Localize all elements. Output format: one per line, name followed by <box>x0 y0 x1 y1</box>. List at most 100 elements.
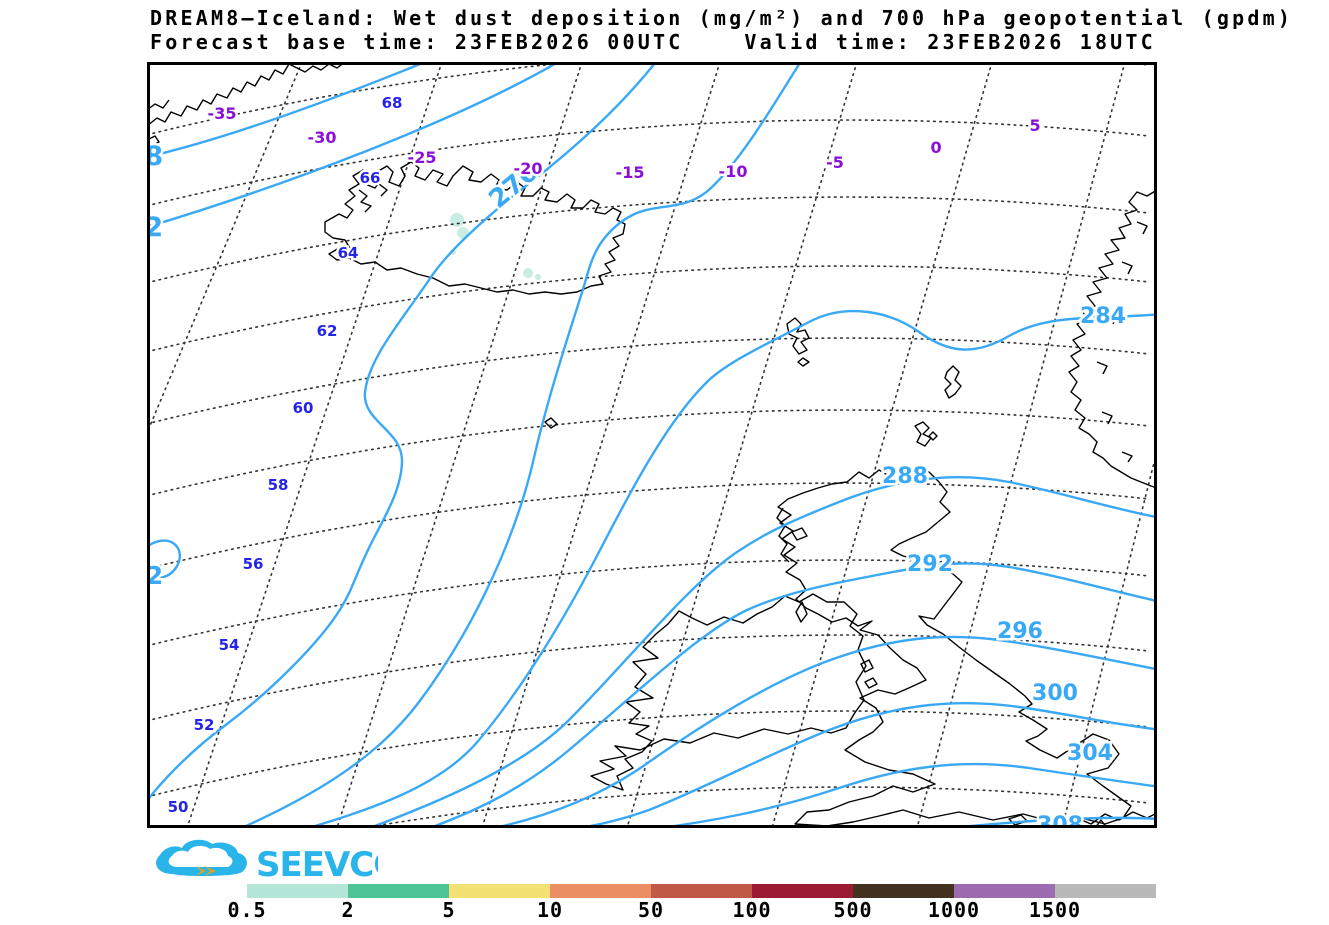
coastline <box>914 421 932 447</box>
dust-patch <box>523 268 533 278</box>
contour-label: 268 <box>147 141 163 172</box>
contour-line <box>304 309 1157 828</box>
coastline <box>378 183 388 197</box>
map-border <box>147 62 1157 828</box>
logo-text: SEEVCCC <box>256 845 378 885</box>
title-block: DREAM8–Iceland: Wet dust deposition (mg/… <box>150 6 1293 54</box>
contour-line <box>426 562 1157 828</box>
contour-label: 272 <box>147 561 163 590</box>
contour-label: 304 <box>1067 741 1113 766</box>
longitude-label: -35 <box>208 104 237 123</box>
dust-patch <box>535 274 541 280</box>
coastline <box>777 465 1132 827</box>
contour-label: 308 <box>1037 813 1083 828</box>
cloud-icon <box>156 839 247 877</box>
longitude-label: -25 <box>408 148 437 167</box>
coastline <box>1068 189 1157 489</box>
coastline <box>358 189 372 213</box>
latitude-label: 58 <box>268 476 289 494</box>
coastline <box>776 507 790 563</box>
contour-line <box>571 701 1157 828</box>
color-scale-value: 500 <box>833 898 873 922</box>
coastline <box>928 431 938 441</box>
color-scale-segment <box>651 884 752 898</box>
contour-label: 296 <box>997 619 1043 644</box>
parallel-line <box>147 119 1148 207</box>
coastline <box>795 601 808 623</box>
meridian-line <box>336 62 583 828</box>
contour-label: 288 <box>882 464 928 489</box>
coastlines <box>147 62 1157 828</box>
color-scale-segment <box>247 884 348 898</box>
seevccc-logo: SEEVCCC <box>156 839 378 885</box>
contour-line <box>147 539 181 580</box>
contour-line <box>488 635 1157 828</box>
dust-patch <box>450 213 464 227</box>
color-scale-segment <box>348 884 449 898</box>
coastline <box>864 677 878 689</box>
contour-label: 284 <box>1080 304 1126 329</box>
color-scale-value: 100 <box>732 898 772 922</box>
map-svg: 2682722762722842882922963003043086866646… <box>147 62 1157 828</box>
latitude-label: 50 <box>168 798 189 816</box>
color-scale-segment <box>449 884 550 898</box>
color-scale-value: 0.5 <box>227 898 267 922</box>
latitude-label: 64 <box>338 244 359 262</box>
latitude-label: 68 <box>382 94 403 112</box>
meridian-line <box>771 62 993 828</box>
color-scale-segment <box>1055 884 1156 898</box>
longitude-label: -20 <box>514 159 543 178</box>
latitude-label: 52 <box>194 716 215 734</box>
parallel-line <box>147 265 1148 353</box>
parallel-line <box>147 634 1148 722</box>
latitude-label: 60 <box>293 399 314 417</box>
coastline <box>786 317 810 355</box>
contour-line <box>147 62 429 159</box>
coastline <box>1096 361 1108 375</box>
map-layers: 2682722762722842882922963003043086866646… <box>147 62 1157 828</box>
contour-label: 300 <box>1032 681 1078 706</box>
contour-label: 272 <box>147 212 163 243</box>
longitude-label: -15 <box>616 163 645 182</box>
color-scale-segment <box>853 884 954 898</box>
coastline <box>590 593 867 791</box>
coastline <box>797 357 810 367</box>
latitude-label: 56 <box>243 555 264 573</box>
coastline <box>1121 451 1133 463</box>
meridian-line <box>916 62 1126 828</box>
meridian-line <box>1061 447 1157 828</box>
deposition-color-scale <box>247 884 1156 898</box>
parallel-line <box>147 409 1148 497</box>
contour-line <box>147 62 658 803</box>
contour-label: 292 <box>907 552 953 577</box>
map-subtitle: Forecast base time: 23FEB2026 00UTC Vali… <box>150 30 1156 54</box>
contour-line <box>238 62 802 828</box>
color-scale-value: 50 <box>637 898 665 922</box>
coastline <box>324 161 626 295</box>
contour-line <box>147 62 561 229</box>
logo-arrow-icon <box>196 866 216 876</box>
color-scale-value: 2 <box>341 898 355 922</box>
color-scale-value: 5 <box>442 898 456 922</box>
coastline <box>860 659 874 673</box>
color-scale-segment <box>954 884 1055 898</box>
coastline <box>147 62 346 127</box>
meridian-line <box>147 62 303 436</box>
longitude-label: -5 <box>826 153 844 172</box>
coastline <box>1136 221 1148 235</box>
map-area: 2682722762722842882922963003043086866646… <box>147 62 1157 828</box>
contour-line <box>366 476 1157 828</box>
longitude-label: -10 <box>719 162 748 181</box>
map-title: DREAM8–Iceland: Wet dust deposition (mg/… <box>150 6 1294 30</box>
coastline <box>791 527 808 541</box>
coastline <box>147 99 170 111</box>
longitude-label: -30 <box>308 128 337 147</box>
longitude-label: 5 <box>1029 116 1040 135</box>
contour-line <box>651 762 1157 828</box>
coastline <box>944 365 962 399</box>
meridian-line <box>186 62 443 828</box>
graticule <box>147 62 1157 828</box>
parallel-line <box>358 786 1148 828</box>
geopotential-contours <box>147 62 1157 828</box>
